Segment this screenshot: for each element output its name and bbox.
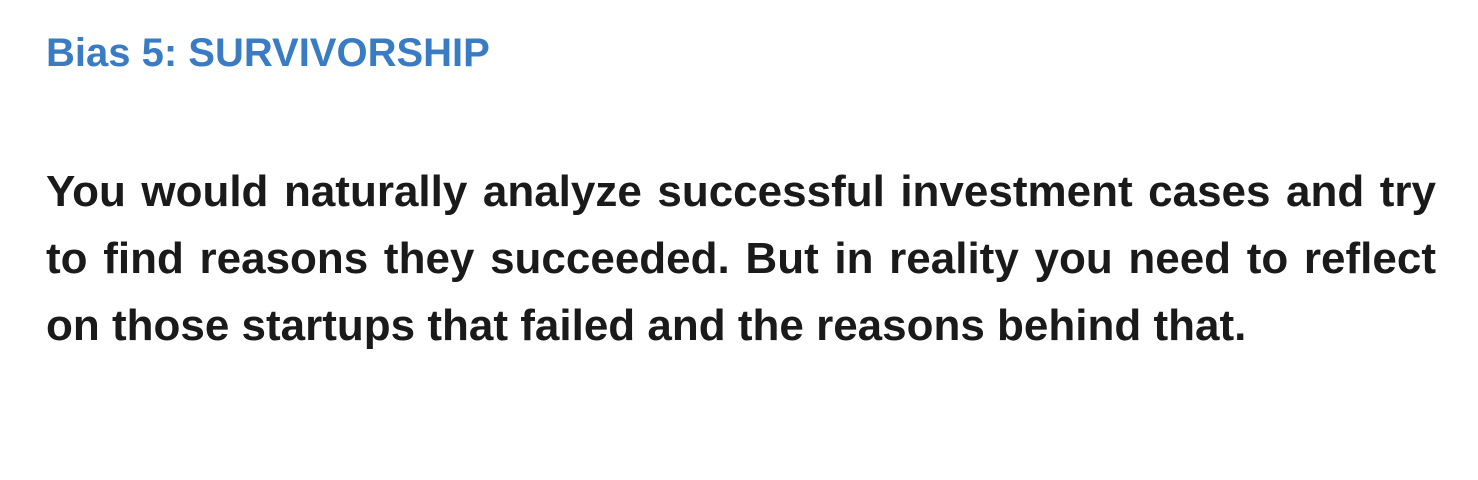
slide-body-text: You would naturally analyze successful i… xyxy=(46,167,1436,350)
slide-heading: Bias 5: SURVIVORSHIP xyxy=(46,31,490,75)
